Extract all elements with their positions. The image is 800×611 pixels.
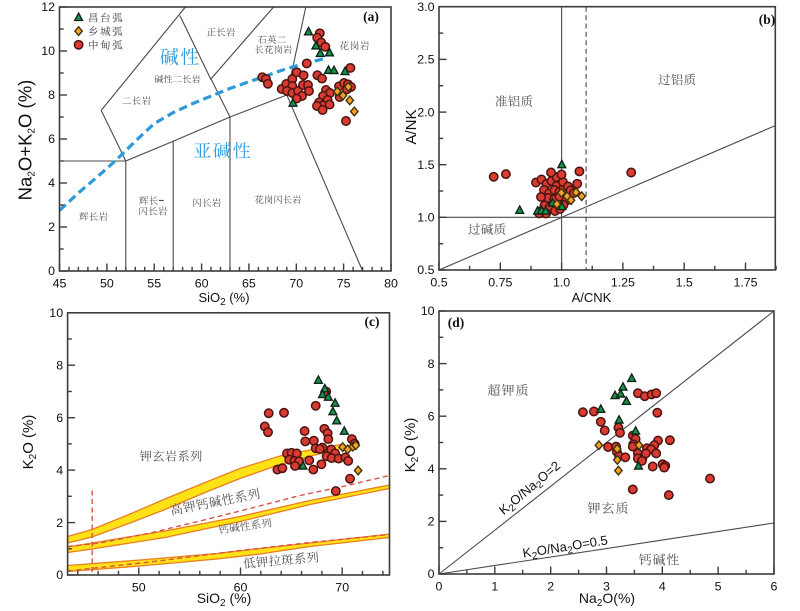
svg-text:50: 50 [132,581,146,595]
svg-text:60: 60 [234,581,248,595]
svg-text:1.5: 1.5 [417,158,434,172]
svg-text:1: 1 [491,580,498,594]
svg-text:70: 70 [335,581,349,595]
svg-text:1.0: 1.0 [553,276,570,290]
svg-text:4: 4 [48,176,55,190]
svg-text:4: 4 [659,580,666,594]
svg-text:K2O/Na2O=0.5: K2O/Na2O=0.5 [522,532,610,563]
svg-text:65: 65 [242,277,256,291]
svg-text:0.75: 0.75 [488,276,512,290]
svg-text:2.5: 2.5 [417,53,434,67]
svg-text:A/CNK: A/CNK [572,290,612,305]
svg-text:1.0: 1.0 [417,211,434,225]
svg-text:6: 6 [48,132,55,146]
svg-text:10: 10 [49,306,63,320]
svg-text:2: 2 [547,580,554,594]
svg-text:(d): (d) [448,315,465,330]
svg-text:1.5: 1.5 [676,276,693,290]
svg-text:2.0: 2.0 [417,105,434,119]
svg-text:(a): (a) [363,9,379,24]
svg-text:2: 2 [56,516,63,530]
svg-text:6: 6 [56,411,63,425]
svg-text:0.5: 0.5 [430,276,447,290]
svg-text:0: 0 [56,568,63,582]
svg-text:8: 8 [48,88,55,102]
svg-text:8: 8 [56,358,63,372]
svg-text:3.0: 3.0 [417,0,434,14]
svg-text:0: 0 [48,264,55,278]
svg-text:60: 60 [195,277,209,291]
svg-text:K2O (%): K2O (%) [20,415,39,470]
svg-text:(b): (b) [759,12,776,27]
svg-text:4: 4 [56,463,63,477]
svg-text:SiO2 (%): SiO2 (%) [198,290,249,308]
svg-text:2: 2 [428,515,435,529]
svg-text:55: 55 [147,277,161,291]
svg-text:1.75: 1.75 [733,276,757,290]
svg-text:6: 6 [428,409,435,423]
svg-text:Na2O+K2O (%): Na2O+K2O (%) [15,80,38,201]
svg-text:6: 6 [771,580,778,594]
svg-text:8: 8 [428,357,435,371]
svg-text:Na2O(%): Na2O(%) [579,590,635,609]
svg-text:45: 45 [53,277,67,291]
svg-text:K2O (%): K2O (%) [402,418,421,473]
svg-text:12: 12 [41,0,55,14]
svg-text:50: 50 [100,277,114,291]
svg-text:1.25: 1.25 [611,276,635,290]
svg-text:70: 70 [289,277,303,291]
svg-text:A/NK: A/NK [403,109,420,144]
svg-text:2: 2 [48,220,55,234]
svg-text:75: 75 [337,277,351,291]
svg-text:10: 10 [41,44,55,58]
svg-text:3: 3 [603,580,610,594]
svg-text:80: 80 [384,277,398,291]
svg-text:4: 4 [428,462,435,476]
svg-text:0: 0 [428,567,435,581]
svg-text:(c): (c) [365,314,380,329]
svg-text:10: 10 [421,304,435,318]
svg-text:0: 0 [436,580,443,594]
svg-text:5: 5 [715,580,722,594]
svg-text:0.5: 0.5 [417,263,434,277]
svg-text:SiO2 (%): SiO2 (%) [197,590,252,609]
